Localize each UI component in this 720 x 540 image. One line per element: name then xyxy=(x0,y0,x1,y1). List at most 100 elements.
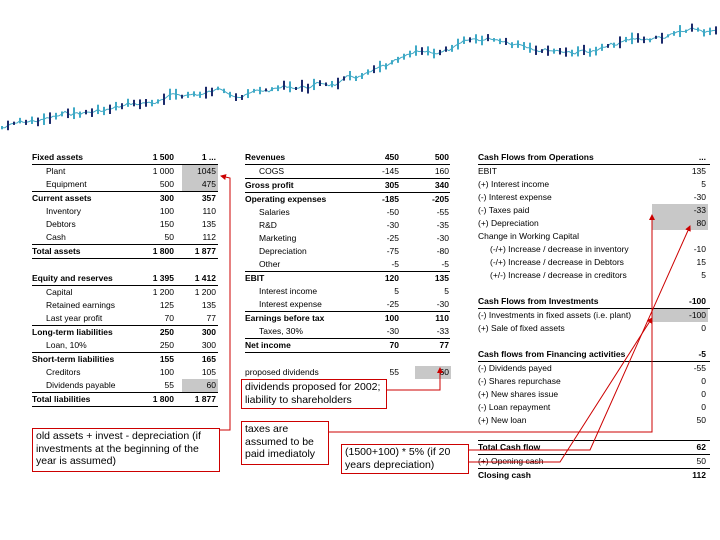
row-label: Short-term liabilities xyxy=(32,354,115,364)
value-2001: 305 xyxy=(384,180,399,190)
chart-candle xyxy=(319,80,321,87)
row-value: 5 xyxy=(701,270,706,280)
value-2002: 357 xyxy=(201,193,216,203)
table-row: Last year profit 70 77 xyxy=(32,312,218,325)
value-2002: 135 xyxy=(201,219,216,229)
table-row: Debtors 150 135 xyxy=(32,218,218,231)
row-value: 0 xyxy=(701,402,706,412)
chart-candle xyxy=(547,45,549,56)
chart-candle xyxy=(109,104,111,114)
chart-candle xyxy=(523,42,525,50)
chart-candle xyxy=(709,27,711,36)
chart-candle xyxy=(577,46,579,57)
value-2001: 55 xyxy=(164,380,174,390)
chart-candle xyxy=(619,36,621,49)
chart-candle xyxy=(559,48,561,55)
table-row: Taxes, 30% -30 -33 xyxy=(245,325,450,338)
value-2002: -33 xyxy=(436,326,449,336)
chart-candle xyxy=(673,31,675,36)
value-2001: -50 xyxy=(386,207,399,217)
chart-candle xyxy=(73,107,75,120)
row-label: proposed dividends xyxy=(245,367,319,377)
chart-candle xyxy=(463,36,465,44)
table-row: (-/+) Increase / decrease in Debtors 15 xyxy=(478,256,710,269)
row-label: Taxes, 30% xyxy=(259,326,303,336)
row-value: -100 xyxy=(688,296,706,306)
value-2001: 70 xyxy=(389,340,399,350)
chart-candle xyxy=(271,87,273,92)
value-2002: 165 xyxy=(201,354,216,364)
chart-candle xyxy=(493,38,495,42)
table-row xyxy=(478,282,710,295)
table-row: Salaries -50 -55 xyxy=(245,206,450,219)
row-label: Change in Working Capital xyxy=(478,231,579,241)
table-row: (+) Interest income 5 xyxy=(478,178,710,191)
row-label: Other xyxy=(259,259,281,269)
row-label: COGS xyxy=(259,166,285,176)
value-2001: 450 xyxy=(384,152,399,162)
value-2001: -25 xyxy=(386,299,399,309)
value-2002: 60 xyxy=(182,379,218,392)
table-row: (-) Investments in fixed assets (i.e. pl… xyxy=(478,309,710,322)
table-row: (-) Dividends payed -55 xyxy=(478,362,710,375)
row-label: Gross profit xyxy=(245,180,294,190)
chart-candle xyxy=(229,91,231,98)
chart-candle xyxy=(427,46,429,56)
table-row: Total liabilities 1 800 1 877 xyxy=(32,392,218,407)
chart-candle xyxy=(331,80,333,88)
chart-candle xyxy=(373,65,375,74)
row-label: Inventory xyxy=(46,206,81,216)
chart-candle xyxy=(421,47,423,55)
table-row: Fixed assets 1 500 1 ... xyxy=(32,151,218,165)
chart-candle xyxy=(157,99,159,104)
row-label: Debtors xyxy=(46,219,76,229)
table-row: R&D -30 -35 xyxy=(245,219,450,232)
table-row: Cash 50 112 xyxy=(32,231,218,244)
chart-candle xyxy=(67,108,69,119)
value-2001: 100 xyxy=(159,206,174,216)
value-2002: -205 xyxy=(431,194,449,204)
chart-candle xyxy=(457,38,459,50)
row-value: 112 xyxy=(692,470,706,480)
row-label: Plant xyxy=(46,166,66,176)
chart-candle xyxy=(397,56,399,63)
row-label: Dividends payable xyxy=(46,380,116,390)
chart-candle xyxy=(247,89,249,99)
arrow-fixed-assets xyxy=(220,174,231,431)
value-2001: 150 xyxy=(159,219,174,229)
table-row: Cash Flows from Operations... xyxy=(478,151,710,165)
table-row: Interest income 5 5 xyxy=(245,285,450,298)
chart-candle xyxy=(403,53,405,60)
chart-candle xyxy=(649,38,651,43)
row-value: -100 xyxy=(652,309,708,322)
chart-candle xyxy=(643,36,645,44)
value-2002: 110 xyxy=(202,206,216,216)
chart-candle xyxy=(199,91,201,98)
chart-candle xyxy=(55,112,57,120)
value-2001: 55 xyxy=(389,367,399,377)
table-row: Closing cash 112 xyxy=(478,468,710,482)
chart-candle xyxy=(43,113,45,125)
row-value: 50 xyxy=(696,415,706,425)
row-label: (-) Dividends payed xyxy=(478,363,552,373)
chart-candle xyxy=(517,40,519,48)
row-label: Last year profit xyxy=(46,313,103,323)
chart-candle xyxy=(343,76,345,81)
value-2002: 60 xyxy=(415,366,451,379)
table-row: Depreciation -75 -80 xyxy=(245,245,450,258)
table-row: Equipment 500 475 xyxy=(32,178,218,191)
chart-candle xyxy=(697,27,699,32)
value-2001: 5 xyxy=(394,286,399,296)
income-statement-table: Revenues 450 500 COGS -145 160 Gross profit 305… xyxy=(245,151,451,379)
chart-candle xyxy=(541,49,543,53)
chart-candle xyxy=(145,99,147,107)
table-row: Cash flows from Financing activities -5 xyxy=(478,348,710,362)
chart-candle xyxy=(175,88,177,100)
row-label: Revenues xyxy=(245,152,286,162)
chart-candle xyxy=(307,83,309,94)
chart-candle xyxy=(79,111,81,118)
value-2001: 1 500 xyxy=(152,152,174,162)
value-2001: 250 xyxy=(159,327,174,337)
table-row: Other -5 -5 xyxy=(245,258,450,271)
row-label: Loan, 10% xyxy=(46,340,87,350)
